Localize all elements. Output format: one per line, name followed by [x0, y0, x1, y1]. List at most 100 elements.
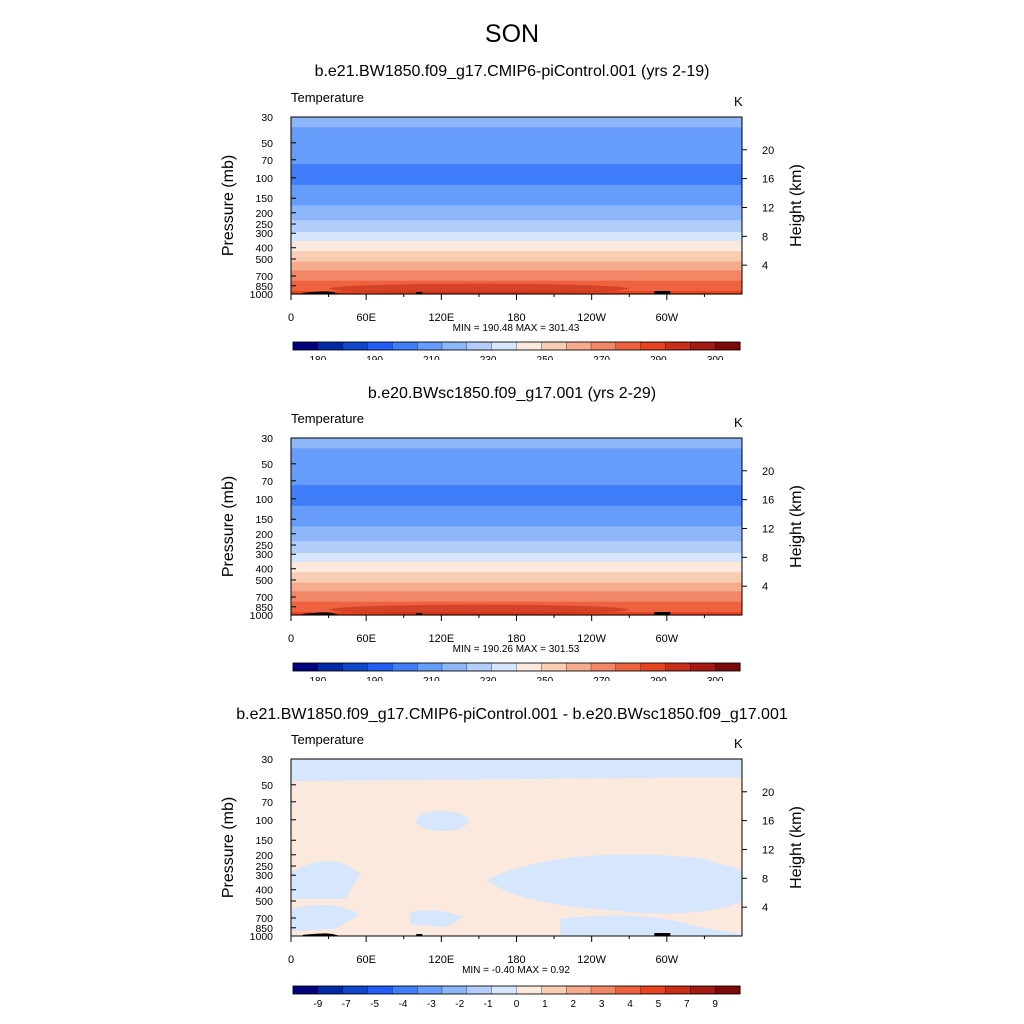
temperature-band: [291, 448, 742, 451]
y-tick-label: 300: [255, 870, 273, 882]
temperature-band: [291, 271, 742, 274]
x-tick-label: 120W: [577, 633, 606, 645]
temperature-band: [291, 467, 742, 470]
temperature-band: [291, 505, 742, 508]
colorbar-label: 0: [514, 999, 520, 1010]
temperature-band: [291, 547, 742, 550]
temperature-band: [291, 193, 742, 196]
y-tick-label: 200: [255, 529, 273, 541]
temperature-band: [291, 158, 742, 161]
temperature-band: [291, 584, 742, 587]
x-tick-label: 120E: [428, 312, 454, 324]
x-tick-label: 180: [507, 312, 525, 324]
colorbar-label: 210: [423, 355, 440, 360]
y2-axis-title: Height (km): [788, 806, 805, 889]
temperature-band: [291, 165, 742, 168]
diff-region-top: [291, 759, 742, 781]
temperature-band: [291, 153, 742, 156]
x-tick-label: 0: [288, 954, 294, 966]
y2-tick-label: 4: [762, 260, 768, 272]
figure-title: SON: [484, 20, 540, 48]
colorbar-label: 4: [627, 999, 633, 1010]
temperature-band: [291, 254, 742, 257]
temperature-band: [291, 189, 742, 192]
temperature-band: [291, 502, 742, 505]
x-tick-label: 0: [288, 633, 294, 645]
y2-tick-label: 4: [762, 581, 768, 593]
temperature-band: [291, 494, 742, 497]
colorbar-label: 1: [542, 999, 548, 1010]
topography-africa: [301, 291, 342, 294]
colorbar-box: [715, 985, 741, 995]
temperature-band: [291, 183, 742, 186]
temperature-band: [291, 264, 742, 267]
temperature-band: [291, 277, 742, 280]
y-tick-label: 250: [255, 861, 273, 873]
y-tick-label: 700: [255, 592, 273, 604]
diff-region: [292, 905, 360, 931]
temperature-band: [291, 443, 742, 446]
colorbar-label: -9: [313, 999, 322, 1010]
y-tick-label: 70: [261, 155, 273, 167]
temperature-band: [291, 530, 742, 533]
panel-title: b.e20.BWsc1850.f09_g17.001 (yrs 2-29): [367, 385, 657, 402]
temperature-band: [291, 168, 742, 171]
colorbar-label: 250: [537, 355, 554, 360]
temperature-band: [291, 480, 742, 483]
colorbar-box: [566, 985, 592, 995]
topography-africa: [301, 612, 342, 615]
temperature-band: [291, 471, 742, 474]
temperature-band: [291, 542, 742, 545]
temperature-band: [291, 192, 742, 195]
temperature-band: [291, 514, 742, 517]
temperature-band: [291, 229, 742, 232]
y2-tick-label: 8: [762, 552, 768, 564]
colorbar-box: [640, 985, 667, 995]
temperature-band: [291, 466, 742, 469]
temperature-band: [291, 134, 742, 137]
temperature-band: [291, 214, 742, 217]
temperature-band: [291, 463, 742, 466]
temperature-band: [291, 563, 742, 566]
temperature-band: [291, 566, 742, 569]
temperature-band: [291, 187, 742, 190]
temperature-band: [291, 252, 742, 255]
y-tick-label: 100: [255, 173, 273, 185]
temperature-band: [291, 255, 742, 258]
temperature-band: [291, 595, 742, 598]
temperature-band: [291, 263, 742, 266]
temperature-band: [291, 483, 742, 486]
temperature-band: [291, 140, 742, 143]
temperature-band: [291, 245, 742, 248]
colorbar-label: 180: [309, 355, 326, 360]
temperature-band: [291, 569, 742, 572]
temperature-band: [291, 147, 742, 151]
temperature-band: [291, 201, 742, 204]
colorbar-box: [690, 985, 716, 995]
temperature-band: [291, 520, 742, 523]
temperature-band: [291, 137, 742, 140]
temperature-band: [291, 145, 742, 148]
panel-comparison-chart: 3050701001502002503004005007008501000201…: [220, 411, 805, 681]
colorbar-box: [615, 985, 642, 995]
y-tick-label: 400: [255, 243, 273, 255]
temperature-band: [291, 440, 742, 444]
temperature-band: [291, 575, 742, 578]
colorbar-box: [516, 985, 542, 995]
panel-comparison: b.e20.BWsc1850.f09_g17.001 (yrs 2-29) 30…: [0, 321, 1024, 681]
temperature-band: [291, 519, 742, 522]
temperature-band: [291, 205, 742, 208]
colorbar-label: 2: [570, 999, 576, 1010]
temperature-band: [291, 217, 742, 220]
colorbar-box: [292, 985, 319, 995]
warm-patch: [328, 604, 629, 615]
colorbar-box: [417, 985, 443, 995]
panel-control: b.e21.BW1850.f09_g17.CMIP6-piControl.001…: [0, 0, 1024, 360]
temperature-band: [291, 181, 742, 184]
y-tick-label: 100: [255, 815, 273, 827]
temperature-band: [291, 461, 742, 464]
temperature-band: [291, 227, 742, 230]
temperature-band: [291, 497, 742, 500]
x-tick-label: 60W: [656, 312, 679, 324]
temperature-band: [291, 178, 742, 182]
